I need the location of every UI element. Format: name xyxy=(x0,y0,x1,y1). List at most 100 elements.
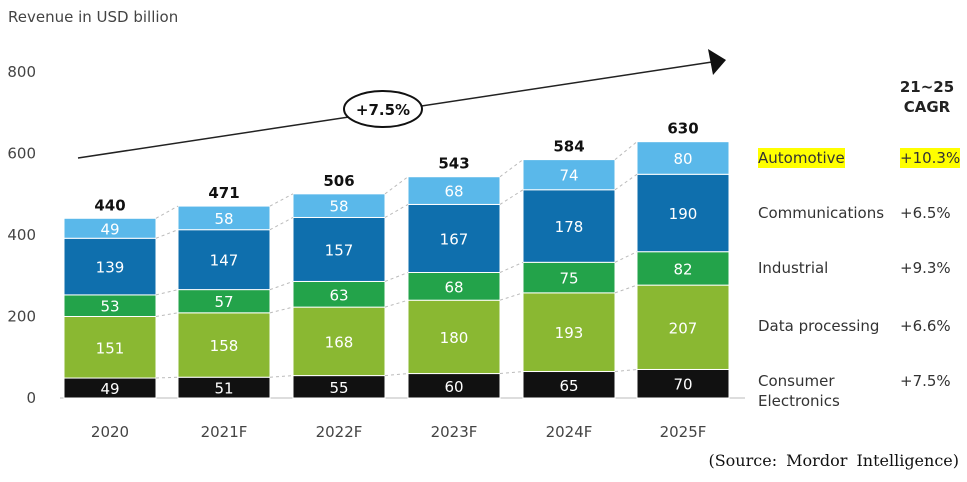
source-note: (Source: Mordor Intelligence) xyxy=(708,451,959,470)
connector-line xyxy=(269,375,294,378)
connector-line xyxy=(384,204,409,218)
legend-cagr-automotive: +10.3% xyxy=(900,148,961,168)
x-tick-label: 2021F xyxy=(201,423,248,441)
data-label: 151 xyxy=(96,339,125,357)
data-label: 167 xyxy=(440,230,469,248)
bar-segment xyxy=(407,176,501,205)
y-tick-label: 800 xyxy=(7,63,36,81)
data-label: 70 xyxy=(673,376,692,394)
trend-label: +7.5% xyxy=(356,101,410,119)
bar-segment xyxy=(177,205,271,231)
legend-label-consumer-electronics: Consumer Electronics xyxy=(758,372,840,410)
x-tick-label: 2024F xyxy=(546,423,593,441)
data-label: 49 xyxy=(100,380,119,398)
connector-line xyxy=(269,280,294,291)
bar-segment xyxy=(63,217,157,239)
bar-segment xyxy=(177,229,271,291)
cagr-header-line1: 21~25 xyxy=(899,78,955,96)
data-label: 60 xyxy=(444,378,463,396)
data-label: 74 xyxy=(559,167,578,185)
connector-line xyxy=(384,373,409,377)
connector-line xyxy=(155,229,179,239)
legend-cagr-communications: +6.5% xyxy=(900,204,951,222)
bar-segment xyxy=(407,271,501,301)
data-label: 178 xyxy=(555,218,584,236)
data-label: 57 xyxy=(214,293,233,311)
data-label: 75 xyxy=(559,270,578,288)
data-label: 157 xyxy=(325,241,354,259)
connector-line xyxy=(499,371,524,375)
data-label: 193 xyxy=(555,324,584,342)
trend-ellipse xyxy=(343,90,423,128)
bar-segment xyxy=(292,216,386,282)
data-label: 63 xyxy=(329,286,348,304)
bar-segment xyxy=(636,141,730,175)
data-label: 65 xyxy=(559,377,578,395)
legend-label-automotive: Automotive xyxy=(758,148,845,168)
data-label: 51 xyxy=(214,380,233,398)
data-label: 158 xyxy=(210,337,239,355)
legend-cagr-data-processing: +6.6% xyxy=(900,317,951,335)
data-label: 68 xyxy=(444,183,463,201)
connector-line xyxy=(269,193,294,207)
total-label: 630 xyxy=(667,120,698,138)
cagr-header-line2: CAGR xyxy=(903,98,951,116)
y-tick-label: 0 xyxy=(26,389,36,407)
connector-line xyxy=(269,217,294,231)
total-label: 584 xyxy=(553,138,584,156)
total-label: 440 xyxy=(94,196,125,214)
data-label: 55 xyxy=(329,379,348,397)
connector-line xyxy=(384,272,409,282)
legend-cagr-industrial: +9.3% xyxy=(900,259,951,277)
x-tick-label: 2020 xyxy=(91,423,129,441)
connector-line xyxy=(614,284,638,294)
bar-segment xyxy=(636,251,730,286)
total-label: 471 xyxy=(208,184,239,202)
connector-line xyxy=(499,159,524,178)
connector-line xyxy=(499,189,524,205)
legend-label-data-processing: Data processing xyxy=(758,317,880,335)
connector-line xyxy=(614,173,638,191)
connector-line xyxy=(384,176,409,195)
bar-segment xyxy=(522,371,616,399)
y-tick-label: 200 xyxy=(7,308,36,326)
connector-line xyxy=(614,368,638,373)
bar-segment xyxy=(63,316,157,379)
bar-segment xyxy=(177,312,271,378)
connector-line xyxy=(155,376,179,379)
connector-line xyxy=(155,205,179,219)
connector-line xyxy=(499,261,524,273)
bar-segment xyxy=(636,368,730,399)
connector-line xyxy=(614,141,638,161)
data-label: 207 xyxy=(669,319,698,337)
cagr-header: 21~25 CAGR xyxy=(897,77,957,117)
bar-segment xyxy=(407,203,501,273)
bar-segment xyxy=(292,280,386,308)
bar-segment xyxy=(292,193,386,218)
bar-segment xyxy=(522,189,616,263)
legend-cagr-consumer-electronics: +7.5% xyxy=(900,372,951,390)
data-label: 68 xyxy=(444,278,463,296)
data-label: 168 xyxy=(325,333,354,351)
trend-arrow-head xyxy=(708,49,726,75)
data-label: 82 xyxy=(673,260,692,278)
data-label: 49 xyxy=(100,220,119,238)
data-label: 58 xyxy=(214,210,233,228)
data-label: 58 xyxy=(329,198,348,216)
total-label: 506 xyxy=(323,172,354,190)
bar-segment xyxy=(407,299,501,375)
connector-line xyxy=(499,292,524,301)
x-tick-label: 2025F xyxy=(660,423,707,441)
total-label: 543 xyxy=(438,155,469,173)
legend-label-communications: Communications xyxy=(758,204,885,222)
connector-line xyxy=(269,306,294,314)
data-label: 53 xyxy=(100,298,119,316)
data-label: 139 xyxy=(96,259,125,277)
connector-line xyxy=(614,251,638,263)
y-axis-title: Revenue in USD billion xyxy=(8,8,179,26)
bar-segment xyxy=(522,159,616,191)
data-label: 180 xyxy=(440,329,469,347)
connector-line xyxy=(155,289,179,296)
data-label: 80 xyxy=(673,150,692,168)
x-tick-label: 2022F xyxy=(316,423,363,441)
